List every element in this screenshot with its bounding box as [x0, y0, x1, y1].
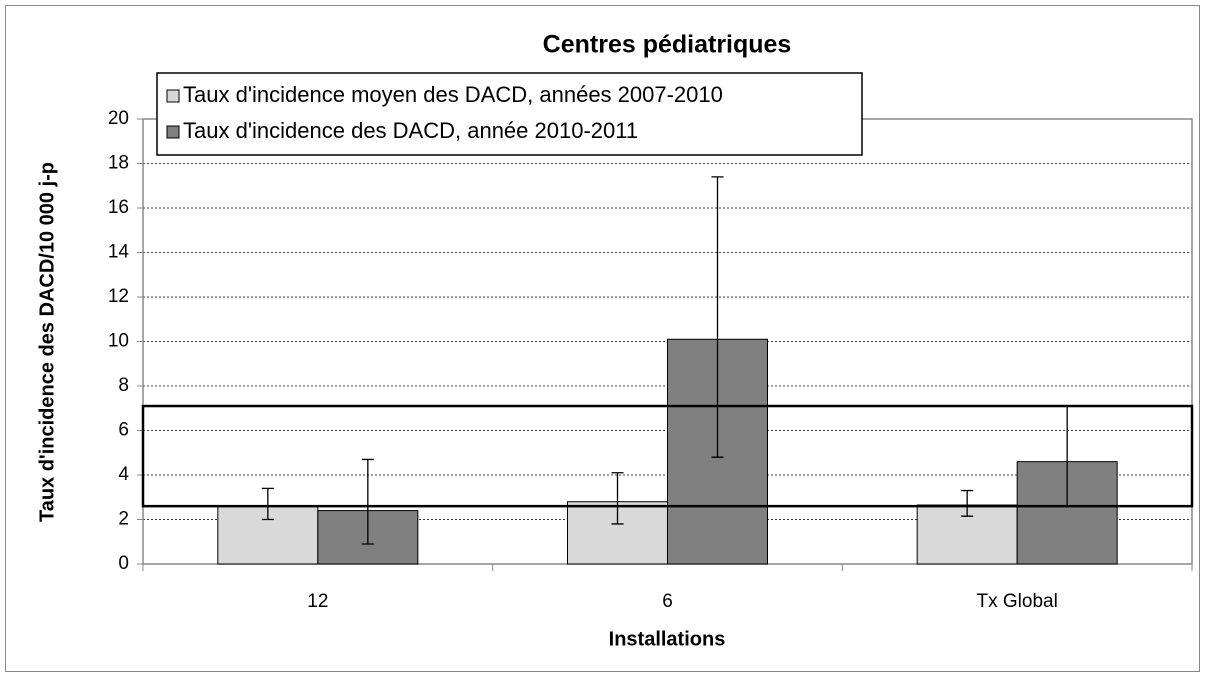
y-tick-label: 4: [118, 464, 129, 485]
error-bar: [361, 458, 374, 545]
error-bar: [961, 489, 974, 517]
x-tick-label: Tx Global: [977, 591, 1058, 612]
chart-title: Centres pédiatriques: [543, 31, 792, 59]
error-bar: [711, 176, 724, 458]
y-tick-label: 14: [108, 242, 130, 263]
error-bar: [261, 487, 274, 521]
y-tick-label: 6: [118, 420, 129, 441]
legend-label: Taux d'incidence des DACD, année 2010-20…: [183, 118, 638, 143]
reference-band: [141, 404, 1194, 508]
legend-swatch: [166, 125, 180, 139]
y-tick-label: 0: [118, 553, 129, 574]
y-tick-label: 20: [108, 108, 129, 129]
y-tick-label: 18: [108, 153, 129, 174]
x-axis-label: Installations: [609, 628, 726, 650]
y-tick-label: 10: [108, 331, 129, 352]
legend-label: Taux d'incidence moyen des DACD, années …: [183, 82, 723, 107]
error-bar: [611, 472, 624, 525]
x-tick-label: 12: [307, 591, 328, 612]
y-tick-label: 8: [118, 375, 129, 396]
legend-swatch: [166, 89, 180, 103]
y-tick-label: 12: [108, 286, 129, 307]
y-tick-label: 16: [108, 197, 129, 218]
legend-box: [156, 72, 863, 156]
y-axis-label: Taux d'incidence des DACD/10 000 j-p: [36, 162, 58, 522]
x-tick-label: 6: [662, 591, 673, 612]
y-tick-label: 2: [118, 509, 129, 530]
